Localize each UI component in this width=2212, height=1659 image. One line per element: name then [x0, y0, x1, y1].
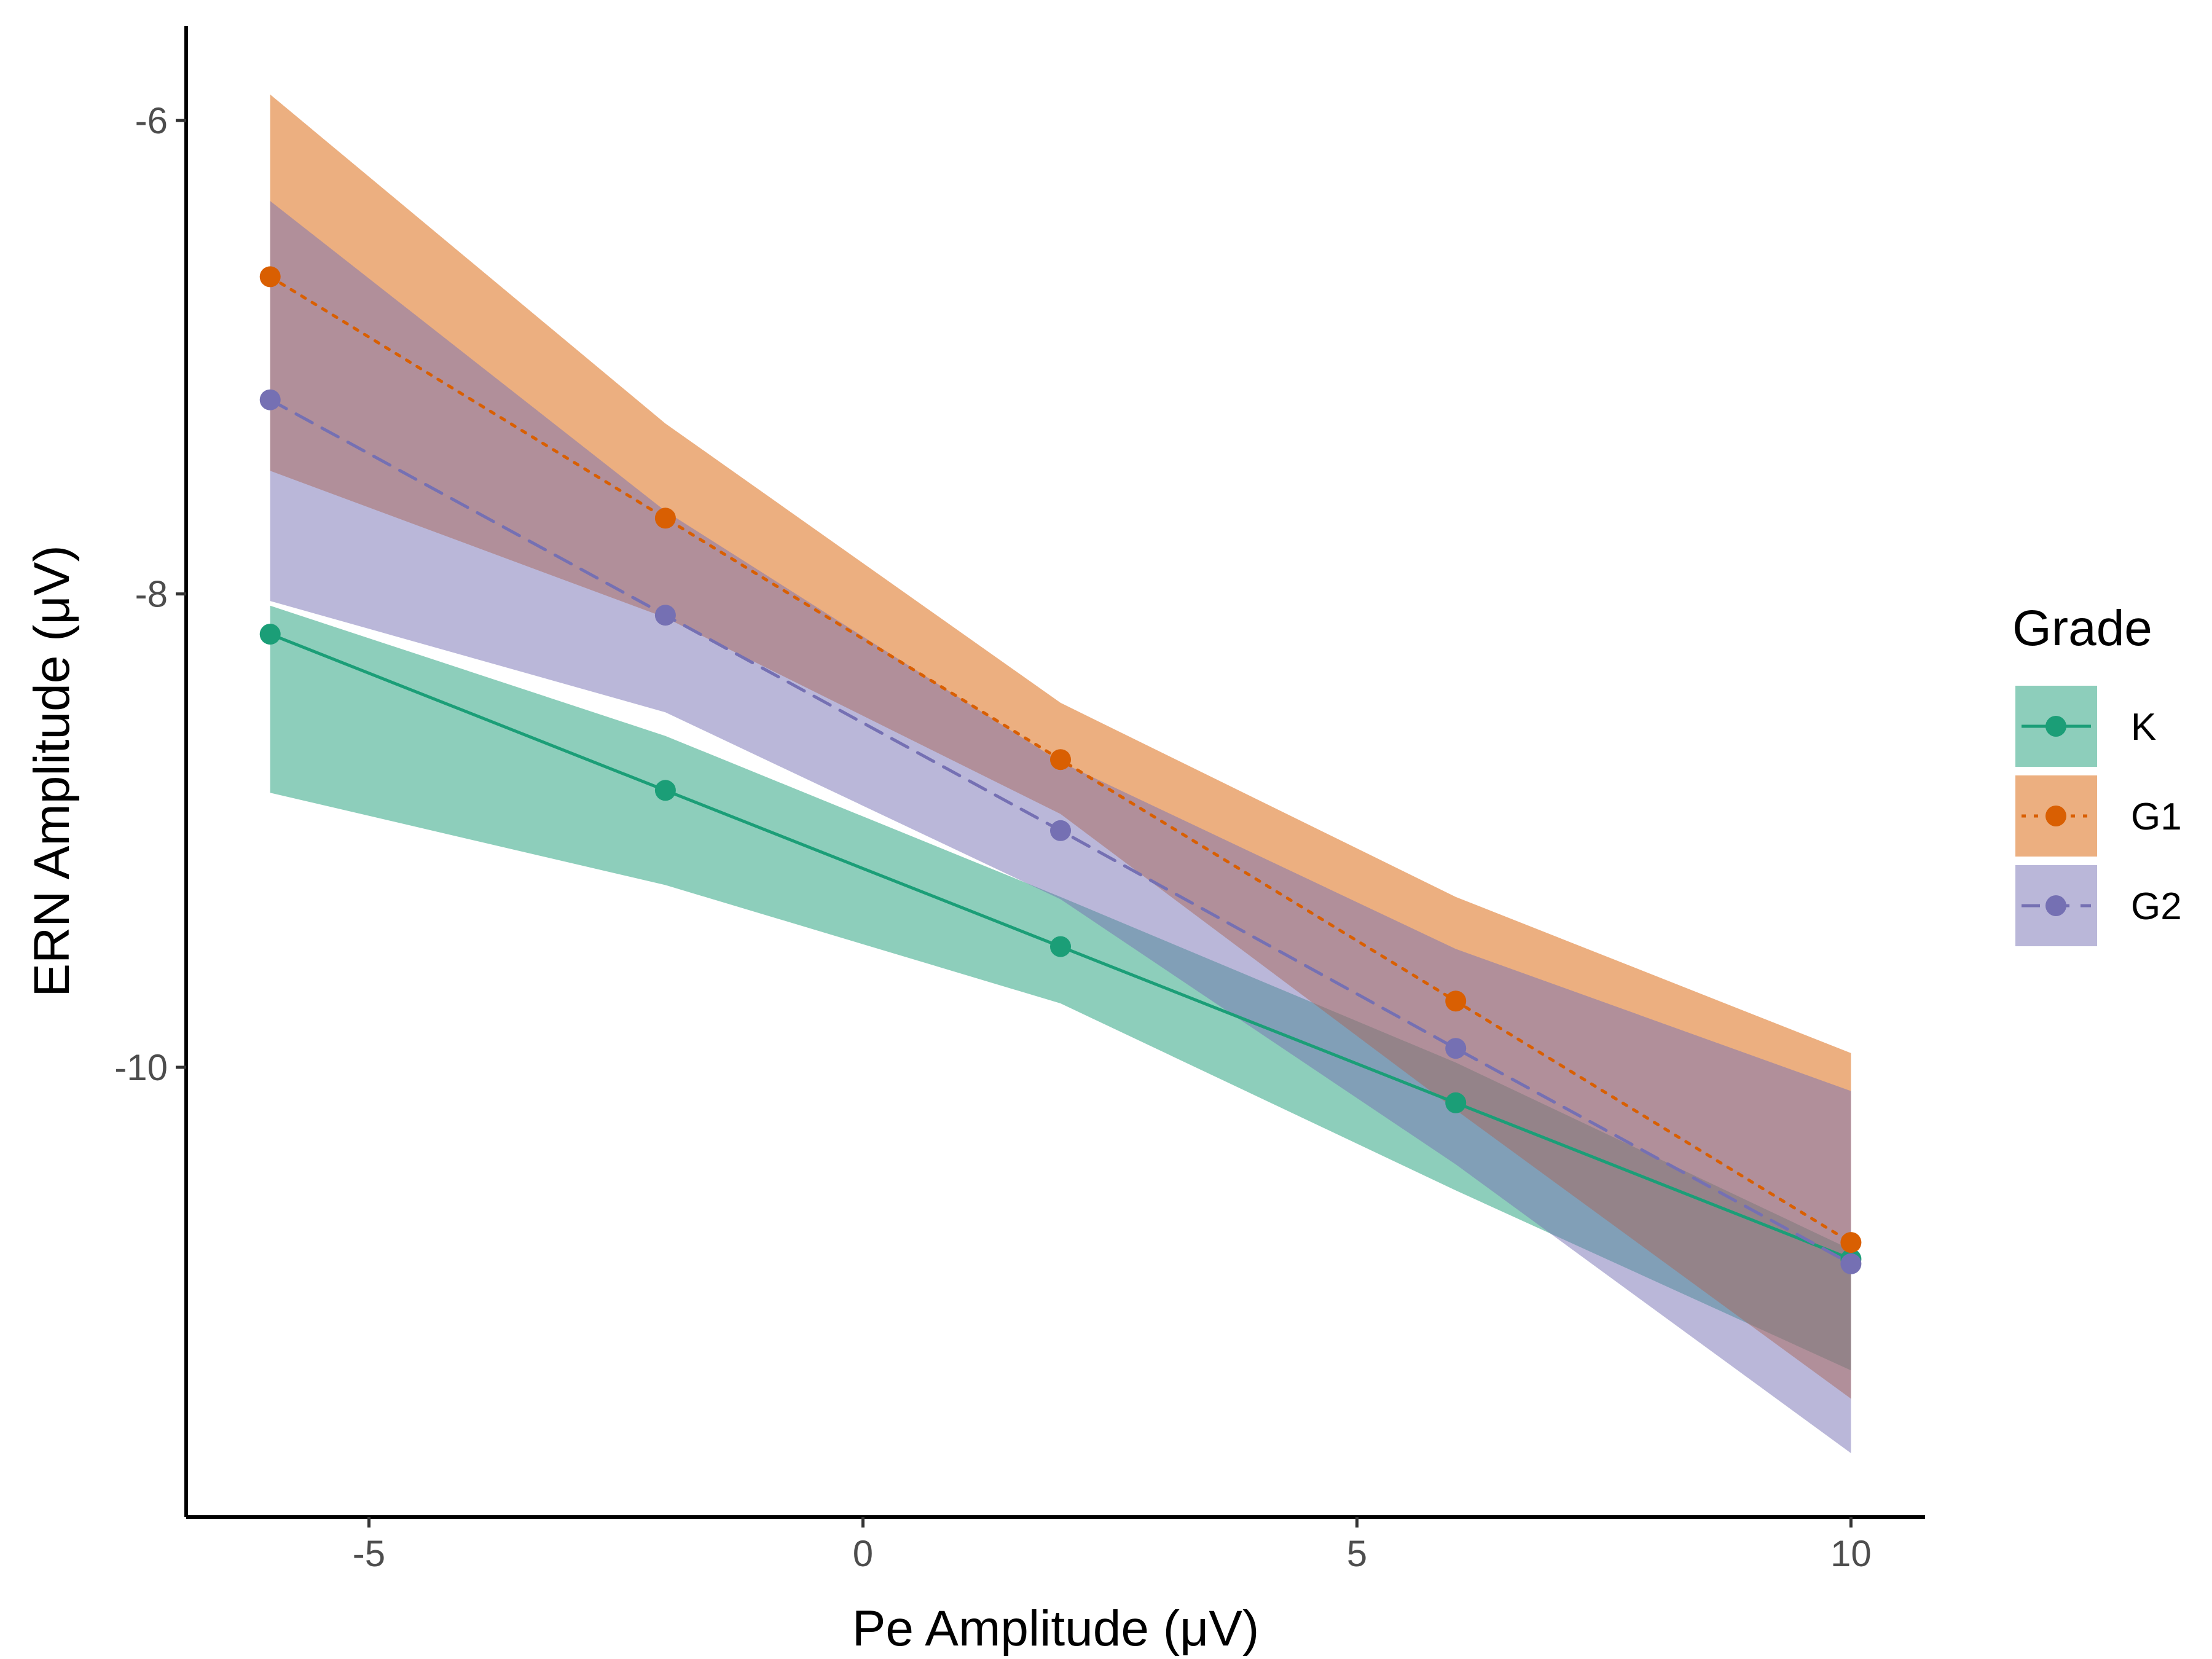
point-g1	[1840, 1232, 1862, 1253]
y-tick-label: -8	[135, 574, 168, 615]
point-g2	[1445, 1038, 1467, 1059]
point-g2	[259, 389, 281, 410]
legend-point-g2	[2045, 895, 2066, 916]
confidence-bands	[270, 94, 1851, 1454]
point-k	[654, 780, 676, 801]
y-axis-title: ERN Amplitude (μV)	[24, 545, 80, 997]
point-g2	[1840, 1253, 1862, 1274]
point-g1	[654, 508, 676, 529]
point-g2	[654, 605, 676, 626]
x-tick-label: -5	[353, 1533, 385, 1574]
y-tick-label: -10	[114, 1047, 168, 1088]
legend-point-k	[2045, 716, 2066, 737]
point-g1	[1445, 990, 1467, 1012]
point-k	[1050, 936, 1071, 957]
y-tick-label: -6	[135, 100, 168, 141]
point-k	[259, 624, 281, 645]
point-g1	[1050, 749, 1071, 771]
point-g2	[1050, 820, 1071, 841]
series-points	[259, 266, 1862, 1274]
legend: Grade K G1 G2	[2012, 600, 2182, 946]
x-tick-label: 0	[853, 1533, 873, 1574]
legend-label-g1: G1	[2131, 796, 2182, 838]
legend-label-g2: G2	[2131, 885, 2182, 928]
x-axis-title: Pe Amplitude (μV)	[852, 1601, 1260, 1657]
legend-title: Grade	[2012, 600, 2152, 656]
legend-point-g1	[2045, 806, 2066, 826]
x-tick-label: 10	[1830, 1533, 1872, 1574]
y-axis-ticks: -10 -8 -6	[114, 100, 186, 1088]
x-tick-label: 5	[1347, 1533, 1367, 1574]
point-k	[1445, 1092, 1467, 1113]
legend-label-k: K	[2131, 706, 2156, 748]
x-axis-ticks: -5 0 5 10	[353, 1517, 1872, 1574]
point-g1	[259, 266, 281, 288]
